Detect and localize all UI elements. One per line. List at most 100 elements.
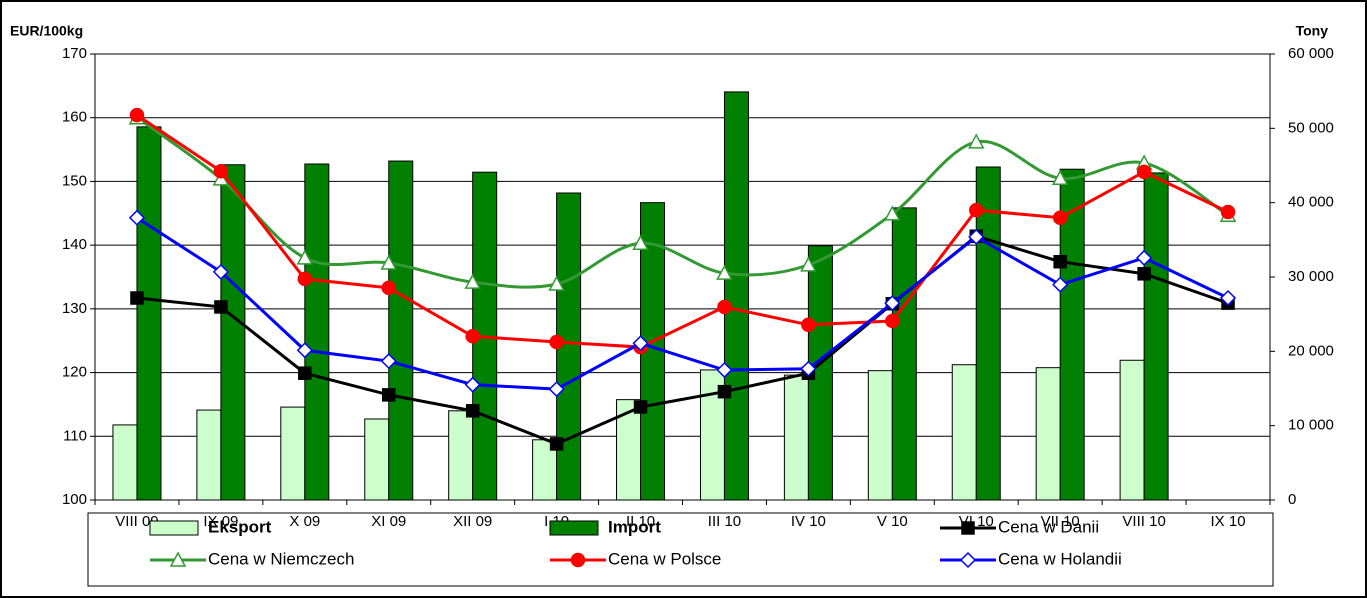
legend-label: Import xyxy=(608,517,661,536)
bar xyxy=(1143,172,1169,501)
legend-marker xyxy=(959,551,977,569)
x-tick-label: II 10 xyxy=(626,513,655,530)
marker xyxy=(633,400,648,414)
legend-marker xyxy=(961,521,975,535)
y-tick-label: 150 xyxy=(62,172,87,189)
marker xyxy=(884,205,901,221)
marker xyxy=(128,209,146,226)
bar xyxy=(220,164,246,501)
marker xyxy=(548,275,565,291)
x-tick-label: XI 09 xyxy=(371,513,406,530)
legend-label: Cena w Polsce xyxy=(608,549,721,568)
marker xyxy=(214,300,228,314)
marker xyxy=(967,133,985,149)
legend-marker xyxy=(169,551,187,567)
bar xyxy=(136,126,162,501)
marker xyxy=(380,254,398,270)
marker xyxy=(717,299,732,315)
marker xyxy=(130,291,144,305)
marker xyxy=(885,313,900,329)
marker xyxy=(296,249,314,265)
marker xyxy=(212,263,229,280)
marker xyxy=(1052,210,1068,225)
y2-tick-label: 30 000 xyxy=(1288,268,1334,285)
y-tick-label: 170 xyxy=(62,45,87,62)
marker xyxy=(632,335,649,352)
y2-tick-label: 20 000 xyxy=(1288,342,1334,359)
marker xyxy=(716,361,733,379)
legend-label: Cena w Niemczech xyxy=(208,549,354,568)
line xyxy=(136,234,1229,446)
marker xyxy=(465,329,480,344)
legend-label: Cena w Danii xyxy=(998,517,1099,536)
marker xyxy=(297,271,313,287)
marker xyxy=(549,334,564,350)
x-tick-label: IV 10 xyxy=(791,513,826,530)
marker xyxy=(464,376,481,393)
y2-tick-label: 50 000 xyxy=(1288,119,1334,136)
marker xyxy=(801,317,816,333)
legend-marker xyxy=(570,552,586,568)
marker xyxy=(382,388,396,402)
marker xyxy=(129,107,145,123)
x-tick-label: VIII 09 xyxy=(115,513,158,530)
bar xyxy=(364,418,390,501)
y-tick-label: 110 xyxy=(63,427,87,444)
marker xyxy=(1052,276,1069,293)
y-tick-label: 140 xyxy=(62,236,87,253)
x-tick-label: VII 10 xyxy=(1041,513,1080,530)
y2-tick-label: 0 xyxy=(1288,491,1296,508)
bar xyxy=(304,163,330,501)
bar xyxy=(448,410,474,501)
bar xyxy=(280,406,306,501)
marker xyxy=(1053,254,1067,269)
marker xyxy=(1136,249,1153,266)
y2-axis-title: Tony xyxy=(1296,23,1329,39)
x-tick-label: IX 10 xyxy=(1211,513,1246,530)
marker xyxy=(380,353,397,370)
marker xyxy=(298,366,312,380)
marker xyxy=(1220,204,1236,220)
x-tick-label: III 10 xyxy=(708,513,741,530)
marker xyxy=(800,360,817,377)
marker xyxy=(296,342,313,359)
legend-label: Eksport xyxy=(208,517,272,536)
marker xyxy=(549,437,564,451)
y-tick-label: 100 xyxy=(62,491,87,508)
marker xyxy=(716,264,733,280)
y-axis-title: EUR/100kg xyxy=(10,23,83,39)
legend-swatch xyxy=(149,520,199,536)
plot-area xyxy=(94,53,1271,501)
bar xyxy=(723,91,749,501)
bar xyxy=(891,207,917,501)
bar xyxy=(196,409,222,501)
x-tick-label: V 10 xyxy=(877,513,908,530)
marker xyxy=(1136,164,1152,180)
marker xyxy=(884,295,901,312)
marker xyxy=(381,280,396,296)
bar xyxy=(388,160,414,501)
marker xyxy=(548,381,565,398)
bar xyxy=(1035,367,1061,501)
line xyxy=(136,113,1229,349)
x-tick-label: VIII 10 xyxy=(1122,513,1165,530)
y-tick-label: 120 xyxy=(62,364,87,381)
x-tick-label: X 09 xyxy=(289,513,320,530)
bar xyxy=(951,364,977,501)
y-tick-label: 160 xyxy=(62,109,87,126)
bar xyxy=(1059,168,1085,501)
bar xyxy=(783,374,809,501)
marker xyxy=(465,404,480,418)
legend-label: Cena w Holandii xyxy=(998,549,1122,568)
marker xyxy=(969,202,984,218)
marker xyxy=(632,234,649,250)
y-tick-label: 130 xyxy=(62,300,87,317)
bar xyxy=(112,424,138,501)
marker xyxy=(800,256,817,272)
marker xyxy=(1137,267,1151,281)
x-tick-label: IX 09 xyxy=(203,513,238,530)
x-tick-label: XII 09 xyxy=(453,513,492,530)
legend-swatch xyxy=(549,520,599,536)
legend-box xyxy=(87,512,1274,587)
